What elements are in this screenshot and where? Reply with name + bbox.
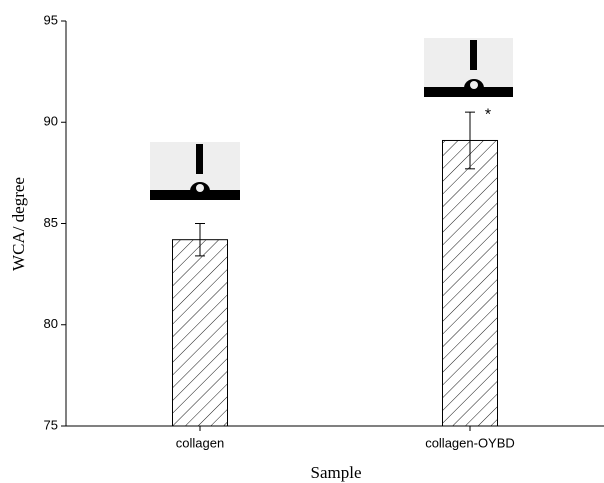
error-bar (195, 223, 205, 257)
bar (172, 239, 228, 427)
x-tick-label: collagen-OYBD (425, 435, 515, 450)
droplet-image-2 (424, 38, 513, 97)
x-axis-label: Sample (311, 463, 362, 482)
y-tick-label: 75 (44, 417, 58, 432)
bar (442, 139, 498, 427)
y-axis-label: WCA/ degree (9, 177, 28, 271)
y-tick-label: 80 (44, 316, 58, 331)
annotation: * (485, 106, 491, 123)
y-tick-label: 90 (44, 114, 58, 129)
error-bar (465, 111, 475, 170)
x-tick-label: collagen (176, 435, 224, 450)
y-tick-label: 85 (44, 215, 58, 230)
y-tick-label: 95 (44, 12, 58, 27)
droplet-image-1 (150, 142, 240, 200)
